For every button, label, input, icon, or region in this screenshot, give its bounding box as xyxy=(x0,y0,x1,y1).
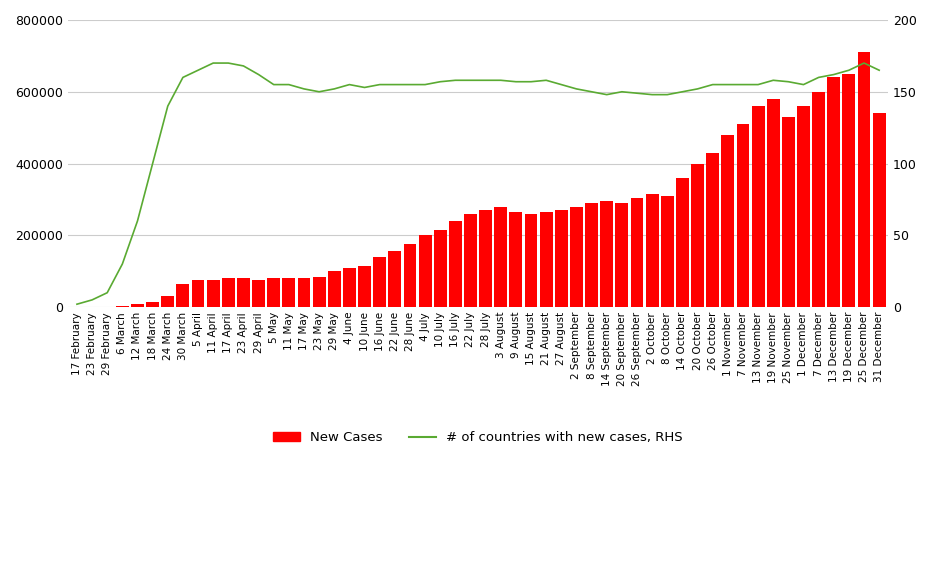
Bar xyxy=(328,271,341,307)
Bar xyxy=(872,113,885,307)
Bar xyxy=(570,207,582,307)
Bar xyxy=(418,235,432,307)
Bar xyxy=(343,267,356,307)
Bar xyxy=(494,207,507,307)
Bar xyxy=(389,251,402,307)
Bar xyxy=(736,124,749,307)
Bar xyxy=(131,304,144,307)
Bar xyxy=(600,201,613,307)
Bar xyxy=(358,266,371,307)
Bar xyxy=(192,280,204,307)
Bar xyxy=(585,203,598,307)
Bar xyxy=(207,280,220,307)
Bar xyxy=(464,214,477,307)
Bar xyxy=(373,257,386,307)
Bar xyxy=(146,302,159,307)
Bar xyxy=(797,106,810,307)
Bar xyxy=(812,92,825,307)
Bar xyxy=(282,278,295,307)
Bar xyxy=(540,212,553,307)
Bar xyxy=(631,197,643,307)
Bar xyxy=(828,77,841,307)
Bar xyxy=(767,99,780,307)
Bar xyxy=(721,135,734,307)
Bar xyxy=(267,278,281,307)
Bar xyxy=(857,52,870,307)
Bar xyxy=(692,164,704,307)
Bar xyxy=(253,280,265,307)
Bar xyxy=(313,277,325,307)
Bar xyxy=(404,245,417,307)
Bar xyxy=(449,221,461,307)
Bar xyxy=(161,296,174,307)
Bar xyxy=(433,230,446,307)
Bar xyxy=(782,117,795,307)
Bar xyxy=(615,203,628,307)
Bar xyxy=(525,214,538,307)
Bar xyxy=(706,153,720,307)
Bar xyxy=(751,106,764,307)
Bar xyxy=(555,210,568,307)
Bar xyxy=(843,74,856,307)
Bar xyxy=(297,278,310,307)
Legend: New Cases, # of countries with new cases, RHS: New Cases, # of countries with new cases… xyxy=(268,426,688,450)
Bar xyxy=(116,306,129,307)
Bar xyxy=(510,212,522,307)
Bar xyxy=(237,278,250,307)
Bar xyxy=(661,196,674,307)
Bar xyxy=(646,194,659,307)
Bar xyxy=(176,284,189,307)
Bar xyxy=(676,178,689,307)
Bar xyxy=(479,210,492,307)
Bar xyxy=(222,278,235,307)
